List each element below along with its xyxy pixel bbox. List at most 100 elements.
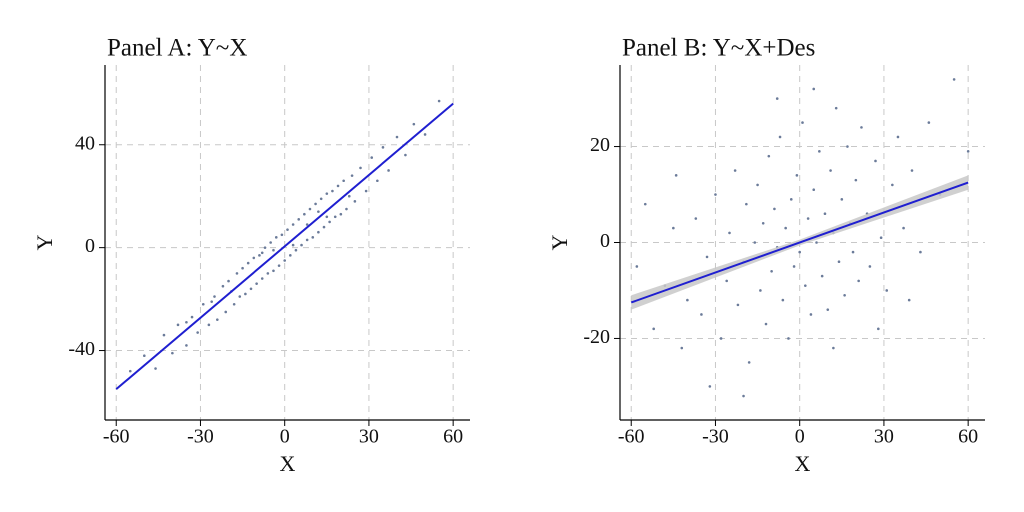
y-tick-label: 0 <box>85 235 95 257</box>
x-tick-label: 0 <box>280 426 290 448</box>
y-tick-label: -20 <box>583 326 610 348</box>
point <box>319 197 323 201</box>
point <box>154 367 157 370</box>
point <box>792 265 796 268</box>
point <box>846 145 849 148</box>
point <box>837 260 841 263</box>
point <box>370 156 374 159</box>
point <box>387 169 390 172</box>
point <box>359 166 362 170</box>
point <box>300 243 303 247</box>
x-tick-label: -60 <box>103 426 130 448</box>
point <box>423 133 427 136</box>
point <box>725 279 728 283</box>
point <box>350 174 354 177</box>
point <box>364 189 368 193</box>
point <box>885 289 889 292</box>
point <box>896 135 900 139</box>
point <box>672 226 675 230</box>
point <box>860 126 863 129</box>
y-axis-label: Y <box>32 234 57 250</box>
point <box>201 302 205 306</box>
point <box>857 279 860 283</box>
point <box>635 265 639 268</box>
point <box>818 150 821 153</box>
point <box>652 327 655 331</box>
point <box>756 183 759 187</box>
point <box>761 222 765 225</box>
point <box>286 228 289 231</box>
point <box>728 231 731 235</box>
point <box>241 266 244 270</box>
point <box>272 269 275 273</box>
point <box>812 87 816 91</box>
point <box>778 135 782 139</box>
point <box>843 293 846 297</box>
point <box>714 193 717 196</box>
point <box>966 150 970 153</box>
point <box>291 223 295 226</box>
point <box>269 241 272 244</box>
point <box>643 202 647 206</box>
point <box>283 259 286 262</box>
point <box>381 146 385 149</box>
point <box>294 248 298 252</box>
point <box>277 264 281 267</box>
point <box>143 354 146 357</box>
point <box>745 202 748 206</box>
point <box>325 215 329 219</box>
point <box>260 251 264 255</box>
point <box>331 189 334 193</box>
point <box>789 198 793 201</box>
point <box>686 298 689 302</box>
point <box>244 292 247 296</box>
point <box>823 212 827 216</box>
point <box>258 254 261 257</box>
point <box>832 346 835 350</box>
point <box>826 308 830 311</box>
point <box>877 327 880 331</box>
y-axis-label: Y <box>547 234 572 250</box>
point <box>303 212 306 216</box>
point <box>190 315 194 319</box>
point <box>291 243 295 247</box>
point <box>809 313 813 316</box>
point <box>280 233 284 237</box>
point <box>775 97 779 100</box>
point <box>879 236 883 240</box>
point <box>325 192 329 195</box>
point <box>753 241 757 244</box>
point <box>224 310 228 314</box>
point <box>249 287 253 291</box>
x-axis-label: X <box>280 451 296 476</box>
point <box>719 337 723 340</box>
point <box>834 106 838 110</box>
x-axis-label: X <box>795 451 811 476</box>
point <box>317 210 320 213</box>
point <box>311 236 315 239</box>
point <box>232 302 236 306</box>
point <box>902 226 905 230</box>
point <box>235 272 239 275</box>
point <box>700 313 703 316</box>
point <box>238 295 242 298</box>
point <box>185 344 188 347</box>
point <box>176 323 180 327</box>
point <box>376 179 379 183</box>
point <box>260 277 264 280</box>
point <box>874 159 877 163</box>
point <box>767 154 771 158</box>
y-tick-label: -40 <box>68 338 95 360</box>
fit-line <box>115 102 454 390</box>
point <box>317 230 320 234</box>
chart-title: Panel A: Y~X <box>107 35 247 62</box>
point <box>353 200 357 203</box>
x-tick-label: 30 <box>359 426 379 448</box>
point <box>868 265 872 268</box>
point <box>227 279 230 283</box>
point <box>213 295 216 298</box>
point <box>221 284 225 288</box>
point <box>437 99 441 103</box>
point <box>694 217 698 220</box>
point <box>747 361 751 364</box>
